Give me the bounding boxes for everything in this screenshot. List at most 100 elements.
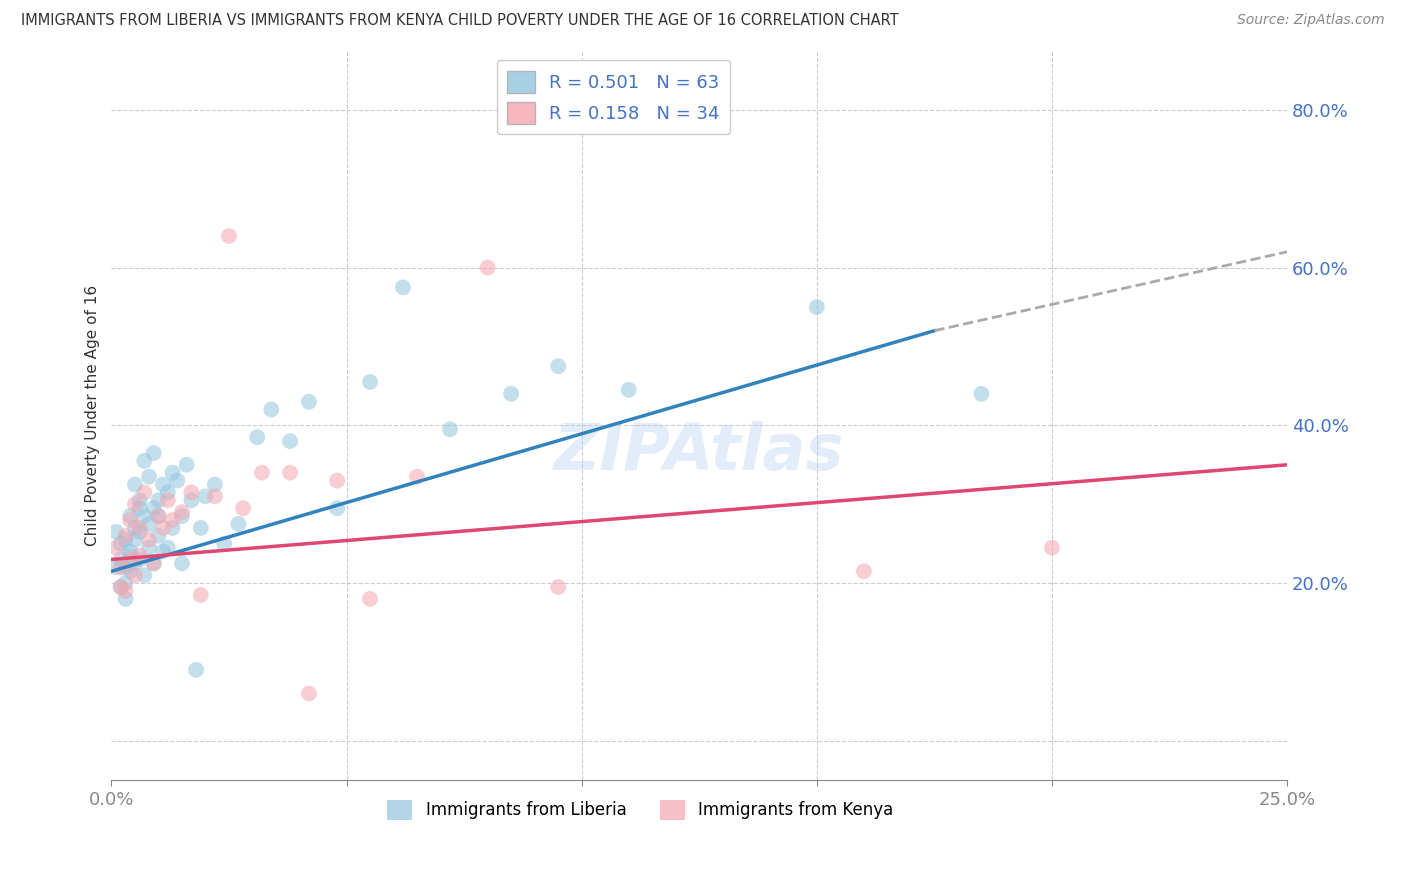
Point: [204, 477, 226, 491]
Point: [128, 493, 150, 508]
Point: [170, 505, 193, 519]
Point: [228, 516, 250, 531]
Point: [214, 536, 236, 550]
Point: [218, 229, 240, 244]
Point: [152, 477, 174, 491]
Point: [105, 541, 128, 555]
Point: [970, 386, 993, 401]
Point: [359, 591, 381, 606]
Point: [1040, 541, 1063, 555]
Point: [134, 454, 156, 468]
Point: [176, 458, 198, 472]
Point: [162, 521, 184, 535]
Point: [156, 541, 179, 555]
Point: [114, 591, 136, 606]
Point: [162, 513, 184, 527]
Point: [232, 501, 254, 516]
Point: [246, 430, 269, 444]
Point: [114, 529, 136, 543]
Point: [124, 557, 146, 571]
Point: [138, 516, 160, 531]
Point: [105, 560, 128, 574]
Point: [148, 529, 170, 543]
Legend: Immigrants from Liberia, Immigrants from Kenya: Immigrants from Liberia, Immigrants from…: [381, 793, 900, 827]
Point: [114, 533, 136, 547]
Point: [124, 533, 146, 547]
Point: [142, 557, 165, 571]
Point: [110, 536, 132, 550]
Point: [162, 466, 184, 480]
Text: IMMIGRANTS FROM LIBERIA VS IMMIGRANTS FROM KENYA CHILD POVERTY UNDER THE AGE OF : IMMIGRANTS FROM LIBERIA VS IMMIGRANTS FR…: [21, 13, 898, 29]
Point: [148, 509, 170, 524]
Point: [617, 383, 640, 397]
Point: [392, 280, 415, 294]
Point: [110, 552, 132, 566]
Point: [124, 521, 146, 535]
Point: [120, 552, 142, 566]
Point: [128, 501, 150, 516]
Point: [138, 533, 160, 547]
Point: [156, 493, 179, 508]
Point: [298, 687, 321, 701]
Point: [128, 521, 150, 535]
Point: [152, 544, 174, 558]
Point: [128, 549, 150, 563]
Point: [114, 560, 136, 574]
Point: [142, 557, 165, 571]
Point: [134, 485, 156, 500]
Point: [124, 477, 146, 491]
Point: [204, 489, 226, 503]
Y-axis label: Child Poverty Under the Age of 16: Child Poverty Under the Age of 16: [86, 285, 100, 546]
Point: [190, 521, 212, 535]
Point: [184, 663, 207, 677]
Point: [114, 584, 136, 599]
Point: [439, 422, 461, 436]
Point: [114, 576, 136, 591]
Point: [326, 474, 349, 488]
Point: [110, 580, 132, 594]
Point: [152, 521, 174, 535]
Point: [138, 541, 160, 555]
Point: [110, 580, 132, 594]
Point: [134, 509, 156, 524]
Point: [120, 564, 142, 578]
Point: [852, 564, 875, 578]
Point: [142, 446, 165, 460]
Point: [142, 501, 165, 516]
Point: [547, 359, 569, 374]
Point: [148, 493, 170, 508]
Point: [359, 375, 381, 389]
Point: [138, 469, 160, 483]
Point: [120, 549, 142, 563]
Point: [806, 300, 828, 314]
Point: [120, 509, 142, 524]
Point: [170, 557, 193, 571]
Point: [250, 466, 273, 480]
Point: [120, 544, 142, 558]
Point: [134, 568, 156, 582]
Point: [124, 568, 146, 582]
Point: [156, 485, 179, 500]
Point: [170, 509, 193, 524]
Point: [190, 588, 212, 602]
Point: [128, 552, 150, 566]
Point: [148, 509, 170, 524]
Point: [298, 394, 321, 409]
Point: [128, 524, 150, 539]
Point: [120, 513, 142, 527]
Point: [326, 501, 349, 516]
Point: [406, 469, 429, 483]
Point: [477, 260, 499, 275]
Point: [166, 474, 188, 488]
Text: Source: ZipAtlas.com: Source: ZipAtlas.com: [1237, 13, 1385, 28]
Point: [124, 497, 146, 511]
Point: [194, 489, 217, 503]
Point: [180, 485, 202, 500]
Point: [105, 524, 128, 539]
Point: [110, 560, 132, 574]
Point: [180, 493, 202, 508]
Point: [278, 434, 301, 449]
Point: [501, 386, 523, 401]
Point: [278, 466, 301, 480]
Point: [260, 402, 283, 417]
